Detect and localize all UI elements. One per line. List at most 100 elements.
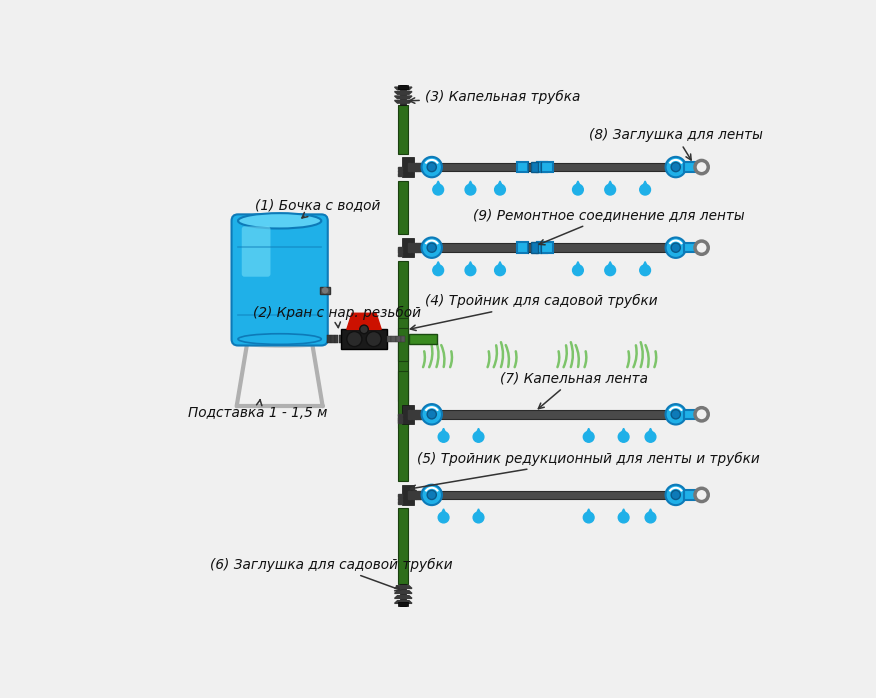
Bar [402,485,414,505]
Polygon shape [398,501,402,503]
Polygon shape [420,244,424,252]
Polygon shape [475,509,483,517]
Bar [402,405,414,424]
Polygon shape [398,170,402,172]
Bar [396,336,400,342]
Bar [335,335,338,343]
Polygon shape [398,417,402,419]
Circle shape [421,484,442,505]
Bar [532,162,539,172]
Text: (9) Ремонтное соединение для ленты: (9) Ремонтное соединение для ленты [473,209,745,245]
Circle shape [421,237,442,258]
Polygon shape [466,262,475,270]
Bar [399,105,408,154]
Polygon shape [619,429,628,437]
Bar [537,162,548,172]
Bar [537,242,548,253]
Bar [399,328,408,361]
Bar [401,336,406,342]
Bar [402,157,414,177]
Circle shape [583,512,594,523]
Polygon shape [606,262,614,270]
Text: (6) Заглушка для садовой трубки: (6) Заглушка для садовой трубки [209,558,452,591]
Polygon shape [412,410,415,419]
Ellipse shape [245,341,320,348]
Polygon shape [398,251,402,253]
Polygon shape [398,414,402,417]
Polygon shape [394,595,412,598]
Bar [684,163,696,172]
Polygon shape [420,163,424,172]
Polygon shape [606,181,614,190]
Bar [331,335,335,343]
Polygon shape [412,491,415,499]
Polygon shape [394,101,412,103]
Polygon shape [394,91,412,94]
Bar [537,162,548,172]
Polygon shape [394,96,412,98]
Circle shape [366,332,381,347]
Bar [517,162,528,172]
Bar [399,85,408,89]
Bar [399,508,408,584]
Bar [684,490,696,500]
Circle shape [495,184,505,195]
Polygon shape [407,491,412,499]
Bar [399,261,408,401]
Bar [405,491,425,499]
Circle shape [347,332,362,347]
Polygon shape [394,87,412,90]
Circle shape [618,512,629,523]
Polygon shape [347,313,381,329]
Circle shape [671,490,681,500]
Circle shape [666,157,686,177]
Bar [343,335,346,343]
Polygon shape [466,181,475,190]
Circle shape [604,184,616,195]
Circle shape [438,431,449,443]
Bar [392,336,396,342]
Circle shape [573,265,583,276]
Circle shape [645,512,656,523]
Bar [386,336,391,342]
Circle shape [438,512,449,523]
Bar [399,371,408,482]
Polygon shape [584,429,593,437]
Bar [405,163,425,172]
Circle shape [583,431,594,443]
Bar [537,242,548,253]
Polygon shape [398,420,402,423]
Circle shape [671,163,681,172]
Circle shape [433,184,443,195]
Bar [400,85,406,105]
Polygon shape [394,586,412,588]
Bar [684,243,696,252]
Polygon shape [440,429,448,437]
Bar [400,584,406,606]
Bar [422,244,680,252]
Polygon shape [574,262,582,270]
Ellipse shape [238,213,321,228]
Polygon shape [407,410,412,419]
Text: (3) Капельная трубка: (3) Капельная трубка [409,90,580,104]
Polygon shape [407,244,412,252]
Bar [422,491,680,499]
Bar [339,335,342,343]
Text: (4) Тройник для садовой трубки: (4) Тройник для садовой трубки [410,295,657,331]
Circle shape [666,404,686,424]
Bar [399,602,408,606]
Circle shape [321,287,328,294]
Bar [405,244,425,252]
Bar [517,242,528,253]
FancyBboxPatch shape [231,214,328,346]
Circle shape [604,265,616,276]
Bar [321,287,330,294]
Bar [684,410,696,419]
Circle shape [666,484,686,505]
Polygon shape [398,253,402,256]
Circle shape [666,237,686,258]
Circle shape [421,404,442,424]
Bar [399,318,408,428]
Polygon shape [398,247,402,250]
Bar [405,410,425,419]
